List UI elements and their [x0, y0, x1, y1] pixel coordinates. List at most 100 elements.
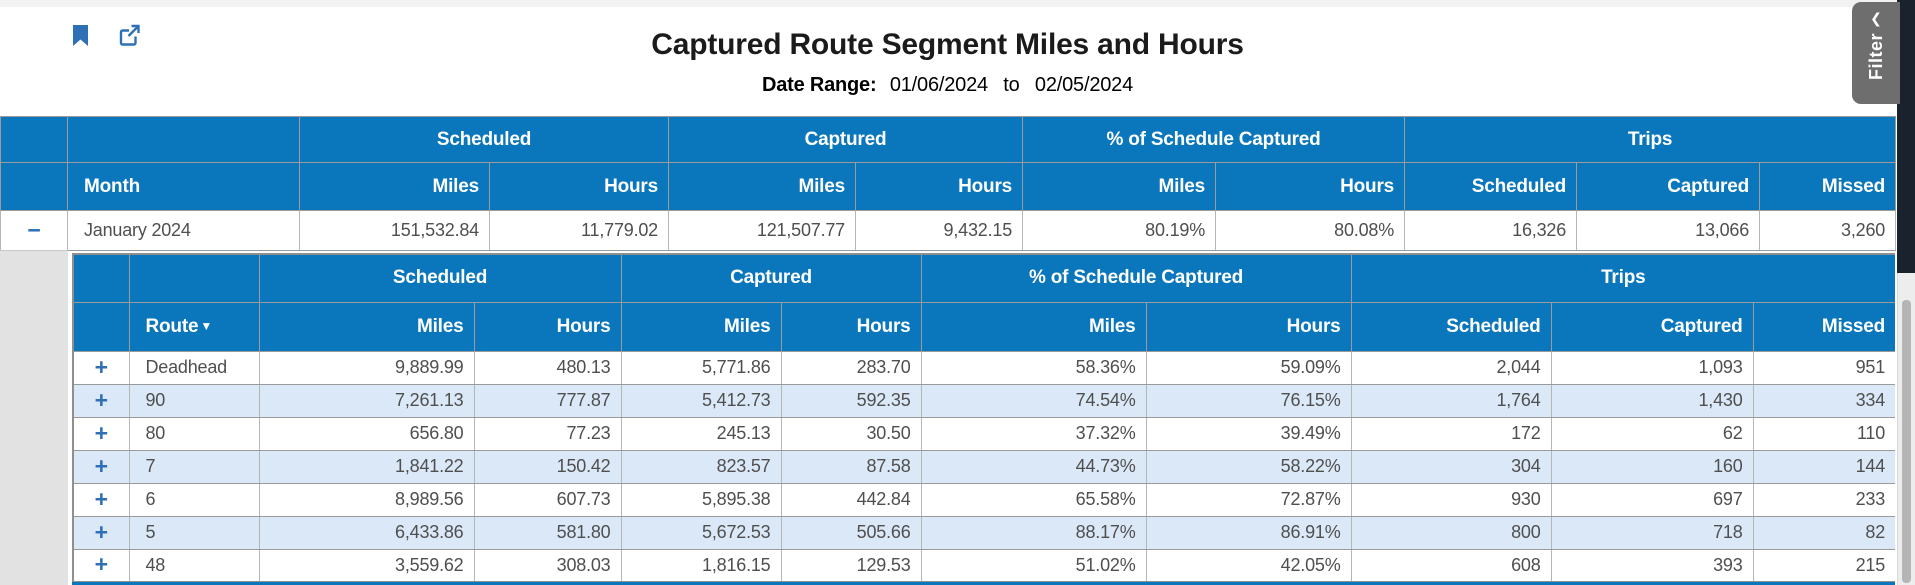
column-header-miles[interactable]: Miles	[920, 301, 1147, 352]
value-cell: 58.22%	[1145, 449, 1352, 484]
column-header-miles[interactable]: Miles	[620, 301, 782, 352]
column-header-miles[interactable]: Miles	[668, 162, 856, 211]
route-cell: 90	[128, 383, 260, 418]
collapse-cell: −	[0, 210, 68, 251]
value-cell: 656.80	[258, 416, 475, 451]
group-header-scheduled: Scheduled	[299, 116, 669, 163]
column-header-missed[interactable]: Missed	[1752, 301, 1895, 352]
value-cell: 1,816.15	[620, 548, 782, 583]
report-toolbar	[70, 24, 140, 48]
summary-column-header-row: Month Miles Hours Miles Hours Miles Hour…	[0, 162, 1897, 211]
route-cell: 6	[128, 482, 260, 517]
value-cell: 58.36%	[920, 350, 1147, 385]
value-cell: 129.53	[780, 548, 922, 583]
date-from: 01/06/2024	[889, 74, 988, 96]
column-header-month[interactable]: Month	[67, 162, 300, 211]
value-cell: 86.91%	[1145, 515, 1352, 550]
value-cell: 72.87%	[1145, 482, 1352, 517]
expand-cell: +	[72, 548, 130, 583]
value-cell: 581.80	[473, 515, 622, 550]
route-row: + Deadhead 9,889.99 480.13 5,771.86 283.…	[72, 350, 1895, 385]
value-cell: 9,432.15	[854, 210, 1024, 251]
detail-table-body: + Deadhead 9,889.99 480.13 5,771.86 283.…	[72, 350, 1895, 583]
value-cell: 9,889.99	[258, 350, 475, 385]
value-cell: 718	[1550, 515, 1754, 550]
group-header-pct-captured: % of Schedule Captured	[1022, 116, 1406, 163]
value-cell: 5,895.38	[620, 482, 782, 517]
route-header-label: Route	[145, 315, 199, 337]
value-cell: 304	[1350, 449, 1552, 484]
collapse-month-button[interactable]: −	[27, 216, 41, 243]
value-cell: 233	[1752, 482, 1895, 517]
value-cell: 44.73%	[920, 449, 1147, 484]
value-cell: 110	[1752, 416, 1895, 451]
expand-route-button[interactable]: +	[94, 386, 108, 413]
column-header-miles[interactable]: Miles	[258, 301, 475, 352]
value-cell: 951	[1752, 350, 1895, 385]
summary-group-header-row: Scheduled Captured % of Schedule Capture…	[0, 116, 1897, 163]
column-header-hours[interactable]: Hours	[1145, 301, 1352, 352]
value-cell: 65.58%	[920, 482, 1147, 517]
column-header-miles[interactable]: Miles	[1022, 162, 1217, 211]
value-cell: 334	[1752, 383, 1895, 418]
column-header-missed[interactable]: Missed	[1759, 162, 1897, 211]
value-cell: 245.13	[620, 416, 782, 451]
expand-route-button[interactable]: +	[94, 419, 108, 446]
column-header-route[interactable]: Route ▼	[128, 301, 260, 352]
sort-desc-icon: ▼	[200, 318, 213, 333]
month-cell: January 2024	[67, 210, 300, 251]
expanded-month-detail: Scheduled Captured % of Schedule Capture…	[0, 250, 1895, 585]
column-header-hours[interactable]: Hours	[473, 301, 622, 352]
spacer-cell	[72, 301, 130, 352]
value-cell: 151,532.84	[299, 210, 490, 251]
expand-cell: +	[72, 482, 130, 517]
column-header-captured[interactable]: Captured	[1576, 162, 1761, 211]
expand-route-button[interactable]: +	[94, 485, 108, 512]
filter-panel-rail	[1897, 0, 1915, 273]
value-cell: 172	[1350, 416, 1552, 451]
expand-route-button[interactable]: +	[94, 551, 108, 578]
column-header-scheduled[interactable]: Scheduled	[1350, 301, 1552, 352]
value-cell: 5,672.53	[620, 515, 782, 550]
column-header-scheduled[interactable]: Scheduled	[1404, 162, 1578, 211]
open-in-new-icon[interactable]	[118, 24, 140, 48]
value-cell: 37.32%	[920, 416, 1147, 451]
route-cell: 5	[128, 515, 260, 550]
value-cell: 1,764	[1350, 383, 1552, 418]
scrollbar-thumb[interactable]	[1902, 300, 1911, 583]
route-cell: 48	[128, 548, 260, 583]
value-cell: 16,326	[1404, 210, 1578, 251]
route-row: + 48 3,559.62 308.03 1,816.15 129.53 51.…	[72, 548, 1895, 583]
column-header-captured[interactable]: Captured	[1550, 301, 1754, 352]
value-cell: 87.58	[780, 449, 922, 484]
column-header-hours[interactable]: Hours	[854, 162, 1024, 211]
expand-route-button[interactable]: +	[94, 452, 108, 479]
month-row: − January 2024 151,532.84 11,779.02 121,…	[0, 210, 1897, 251]
route-detail-table: Scheduled Captured % of Schedule Capture…	[72, 253, 1895, 583]
value-cell: 150.42	[473, 449, 622, 484]
spacer-cell	[72, 253, 130, 303]
bookmark-icon[interactable]	[70, 24, 92, 48]
value-cell: 62	[1550, 416, 1754, 451]
value-cell: 8,989.56	[258, 482, 475, 517]
expand-cell: +	[72, 416, 130, 451]
value-cell: 3,260	[1759, 210, 1897, 251]
value-cell: 215	[1752, 548, 1895, 583]
expand-route-button[interactable]: +	[94, 353, 108, 380]
vertical-scrollbar[interactable]	[1897, 273, 1915, 585]
value-cell: 283.70	[780, 350, 922, 385]
column-header-hours[interactable]: Hours	[1215, 162, 1406, 211]
value-cell: 80.19%	[1022, 210, 1217, 251]
column-header-hours[interactable]: Hours	[489, 162, 669, 211]
value-cell: 30.50	[780, 416, 922, 451]
column-header-hours[interactable]: Hours	[780, 301, 922, 352]
value-cell: 59.09%	[1145, 350, 1352, 385]
value-cell: 592.35	[780, 383, 922, 418]
expand-cell: +	[72, 383, 130, 418]
filter-panel-toggle[interactable]: ❮ Filter	[1852, 2, 1900, 104]
spacer-cell	[128, 253, 260, 303]
column-header-miles[interactable]: Miles	[299, 162, 490, 211]
expand-route-button[interactable]: +	[94, 518, 108, 545]
value-cell: 77.23	[473, 416, 622, 451]
